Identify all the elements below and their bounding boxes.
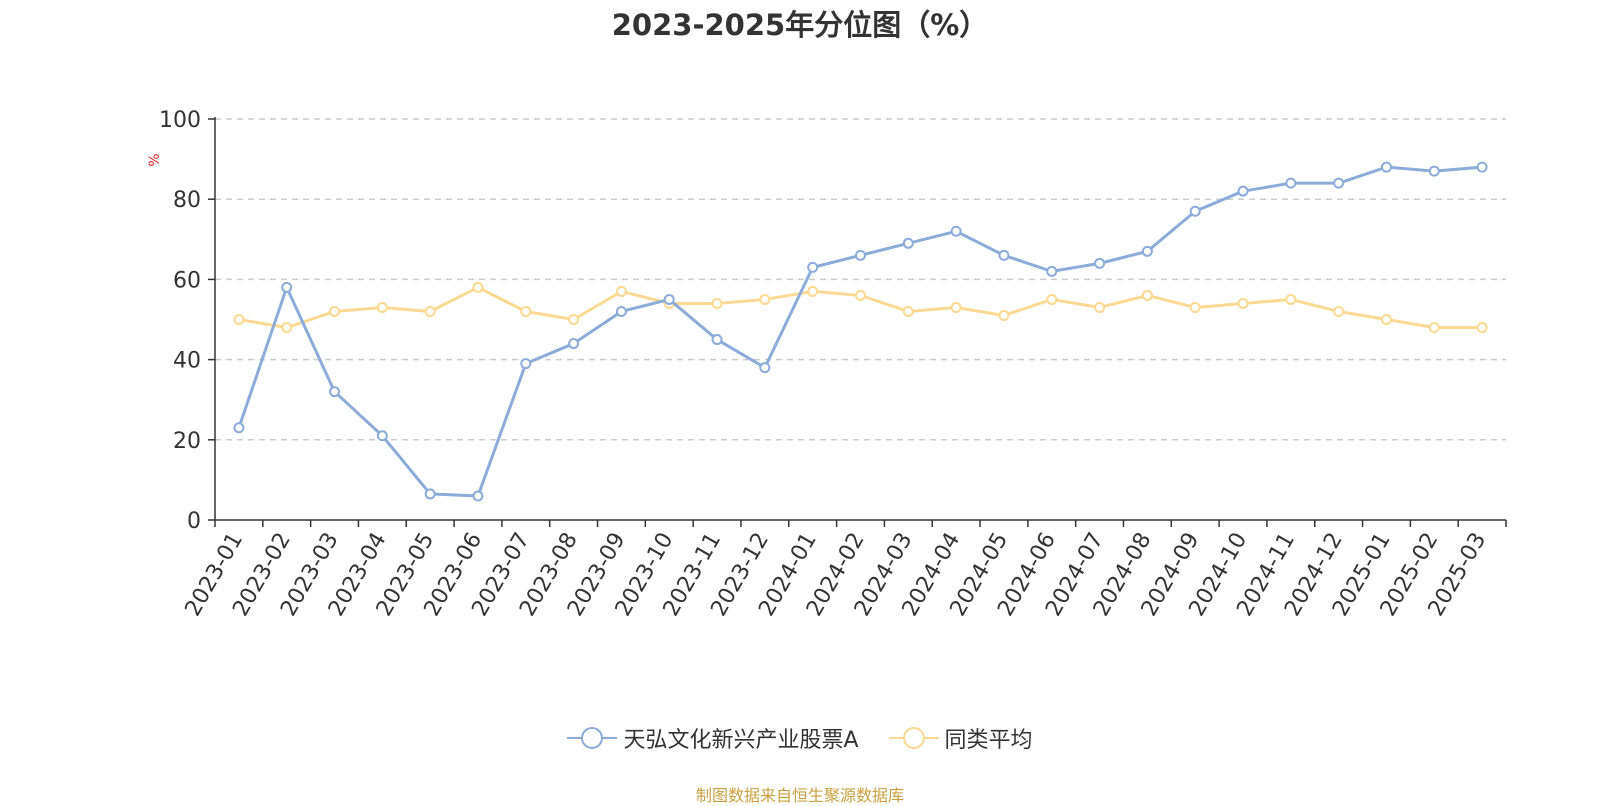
data-point[interactable] [281, 281, 293, 293]
data-point[interactable] [1237, 297, 1249, 309]
data-point[interactable] [1428, 322, 1440, 334]
data-point[interactable] [1380, 314, 1392, 325]
data-point[interactable] [807, 285, 819, 297]
data-point[interactable] [998, 249, 1010, 261]
data-point[interactable] [902, 305, 914, 317]
y-tick-label: 80 [173, 188, 201, 213]
y-axis-label: % [147, 153, 163, 166]
data-point[interactable] [424, 488, 436, 500]
data-point[interactable] [1428, 165, 1440, 177]
legend-marker-average-icon [888, 727, 939, 749]
y-tick-label: 100 [159, 108, 201, 133]
data-point[interactable] [663, 293, 675, 305]
y-tick-label: 20 [173, 429, 201, 454]
data-point[interactable] [950, 225, 962, 237]
legend-marker-fund-icon [567, 727, 618, 749]
data-point[interactable] [1476, 322, 1488, 334]
data-point[interactable] [1094, 301, 1106, 313]
y-tick-label: 0 [187, 509, 201, 534]
data-point[interactable] [1237, 185, 1249, 197]
data-point[interactable] [855, 289, 866, 301]
legend-item-fund[interactable]: 天弘文化新兴产业股票A [567, 722, 859, 754]
legend: 天弘文化新兴产业股票A 同类平均 [0, 722, 1600, 754]
data-point[interactable] [329, 386, 341, 398]
data-point[interactable] [376, 430, 388, 442]
data-point[interactable] [1046, 293, 1058, 305]
grid-lines [215, 118, 1506, 441]
data-point[interactable] [1189, 301, 1201, 313]
data-point[interactable] [998, 309, 1010, 321]
data-point[interactable] [1141, 245, 1153, 257]
data-point[interactable] [233, 314, 245, 325]
data-point[interactable] [1285, 293, 1297, 305]
data-point[interactable] [233, 422, 245, 434]
data-point[interactable] [615, 285, 627, 297]
data-point[interactable] [1333, 305, 1345, 317]
data-point[interactable] [855, 249, 866, 261]
data-point[interactable] [711, 334, 723, 346]
series-layer [233, 161, 1488, 502]
data-point[interactable] [759, 293, 771, 305]
data-point[interactable] [1189, 205, 1201, 217]
data-point[interactable] [281, 322, 293, 334]
data-point[interactable] [472, 490, 484, 502]
data-point[interactable] [1285, 177, 1297, 189]
data-point[interactable] [520, 305, 532, 317]
data-point[interactable] [1141, 289, 1153, 301]
data-point[interactable] [568, 314, 580, 325]
data-point[interactable] [568, 338, 580, 350]
legend-item-average[interactable]: 同类平均 [888, 722, 1033, 754]
chart-title: 2023-2025年分位图（%） [611, 8, 989, 42]
data-point[interactable] [376, 301, 388, 313]
y-tick-label: 40 [173, 349, 201, 374]
data-point[interactable] [1380, 161, 1392, 173]
legend-label-average: 同类平均 [944, 728, 1033, 753]
data-point[interactable] [1046, 265, 1058, 277]
data-point[interactable] [1333, 177, 1345, 189]
series-line-0 [237, 165, 1483, 498]
axes: 020406080100%2023-012023-022023-032023-0… [147, 108, 1507, 621]
data-point[interactable] [520, 358, 532, 370]
data-point[interactable] [711, 297, 723, 309]
data-point[interactable] [759, 362, 771, 374]
data-point[interactable] [902, 237, 914, 249]
data-point[interactable] [472, 281, 484, 293]
data-point[interactable] [950, 301, 962, 313]
legend-label-fund: 天弘文化新兴产业股票A [623, 728, 859, 753]
data-point[interactable] [807, 261, 819, 273]
data-point[interactable] [329, 305, 341, 317]
data-point[interactable] [424, 305, 436, 317]
data-point[interactable] [1476, 161, 1488, 173]
data-point[interactable] [1094, 257, 1106, 269]
data-source-note: 制图数据来自恒生聚源数据库 [695, 786, 904, 805]
data-point[interactable] [615, 305, 627, 317]
y-tick-label: 60 [173, 268, 201, 293]
